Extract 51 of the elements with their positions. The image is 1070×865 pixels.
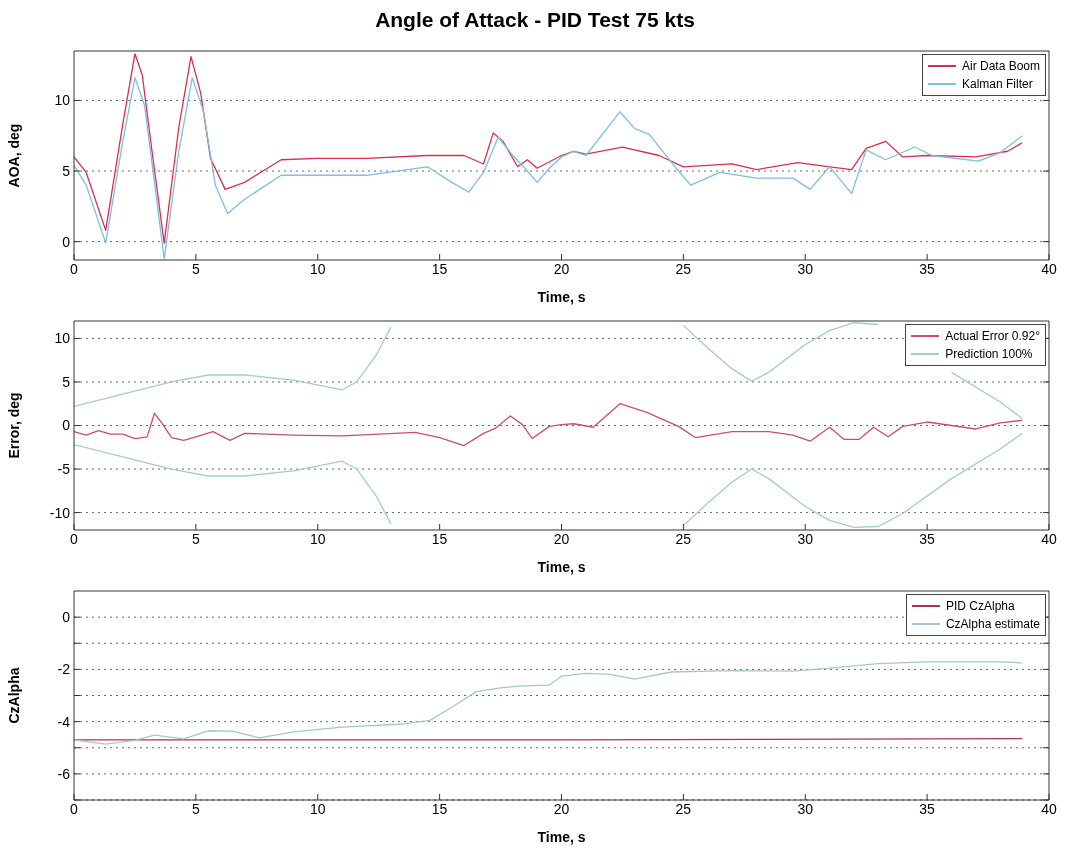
- x-tick-label: 35: [919, 530, 936, 547]
- x-axis-title: Time, s: [537, 829, 586, 845]
- legend-label: PID CzAlpha: [945, 599, 1015, 613]
- y-axis-title: Error, deg: [5, 392, 22, 459]
- legend-label: CzAlpha estimate: [945, 617, 1040, 631]
- x-tick-label: 35: [919, 800, 936, 817]
- x-tick-label: 10: [309, 260, 326, 277]
- x-tick-label: 20: [553, 800, 570, 817]
- x-tick-label: 30: [797, 530, 814, 547]
- y-axis-title: CzAlpha: [5, 667, 22, 724]
- y-tick-label: -4: [57, 713, 71, 730]
- x-tick-label: 10: [309, 800, 326, 817]
- x-tick-label: 20: [553, 260, 570, 277]
- y-tick-label: 10: [54, 330, 71, 347]
- x-tick-label: 20: [553, 530, 570, 547]
- x-tick-label: 5: [191, 530, 200, 547]
- y-tick-label: 0: [62, 417, 71, 434]
- x-tick-label: 25: [675, 260, 692, 277]
- y-tick-label: 5: [62, 163, 71, 179]
- x-axis-title: Time, s: [537, 559, 586, 575]
- y-tick-label: -6: [57, 765, 71, 782]
- legend-label: Kalman Filter: [961, 77, 1033, 91]
- x-tick-label: 30: [797, 260, 814, 277]
- x-tick-label: 15: [431, 800, 448, 817]
- line-series: [74, 661, 1023, 745]
- y-tick-label: 0: [62, 233, 71, 250]
- x-tick-label: 25: [675, 530, 692, 547]
- y-tick-label: -2: [57, 661, 71, 678]
- chart-title: Angle of Attack - PID Test 75 kts: [374, 8, 696, 33]
- legend-label: Prediction 100%: [945, 347, 1033, 361]
- legend-label: Air Data Boom: [961, 59, 1040, 73]
- x-tick-label: 40: [1041, 800, 1057, 817]
- x-tick-label: 5: [191, 260, 200, 277]
- x-tick-label: 40: [1041, 260, 1057, 277]
- y-tick-label: -5: [57, 461, 71, 478]
- y-tick-label: 0: [62, 609, 71, 626]
- x-tick-label: 10: [309, 530, 326, 547]
- x-tick-label: 25: [675, 800, 692, 817]
- y-tick-label: -10: [49, 504, 71, 521]
- legend-label: Actual Error 0.92°: [945, 329, 1040, 343]
- x-tick-label: 35: [919, 260, 936, 277]
- y-axis-title: AOA, deg: [5, 123, 22, 188]
- line-series: [74, 403, 1023, 447]
- x-tick-label: 30: [797, 800, 814, 817]
- x-axis-title: Time, s: [537, 289, 586, 305]
- y-tick-label: 10: [54, 92, 71, 109]
- x-tick-label: 5: [191, 800, 200, 817]
- x-tick-label: 40: [1041, 530, 1057, 547]
- y-tick-label: 5: [62, 373, 71, 390]
- x-tick-label: 15: [431, 530, 448, 547]
- x-tick-label: 15: [431, 260, 448, 277]
